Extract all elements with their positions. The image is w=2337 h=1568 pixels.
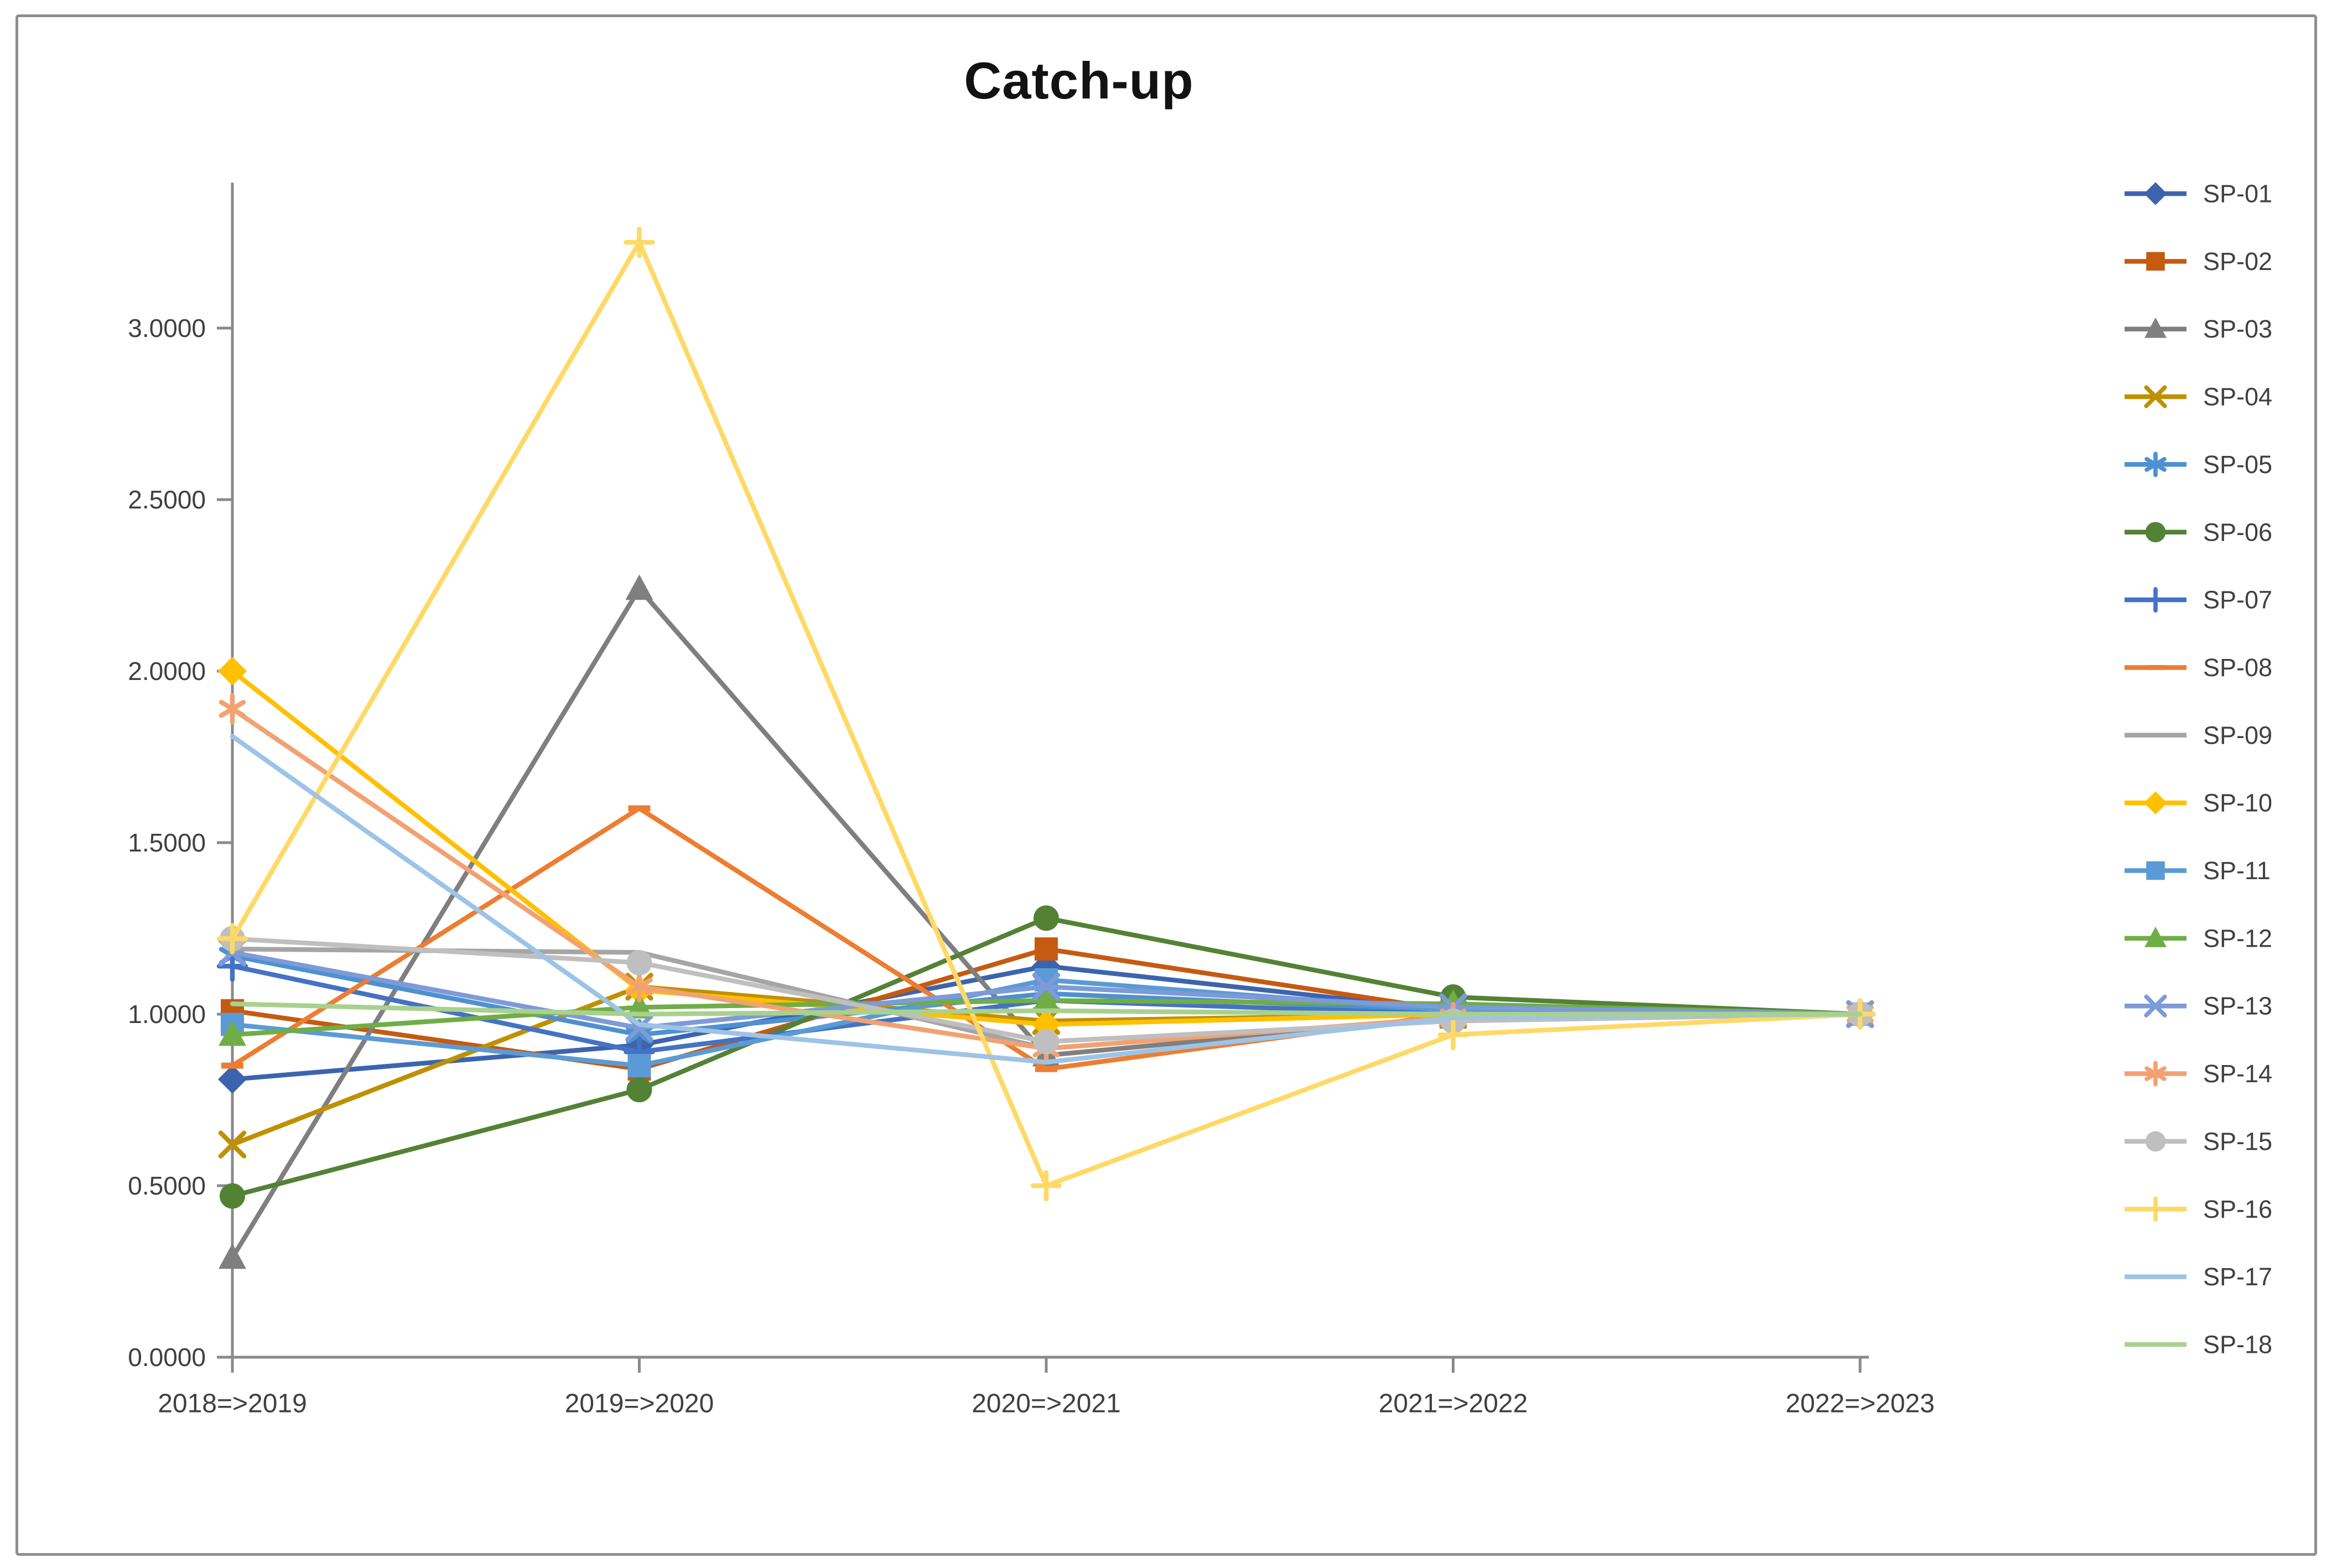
legend-label-sp-09: SP-09 — [2203, 721, 2272, 749]
legend-label-sp-02: SP-02 — [2203, 247, 2272, 276]
x-tick-label: 2018=>2019 — [158, 1389, 307, 1419]
legend-item-sp-03[interactable]: SP-03 — [2125, 315, 2272, 343]
legend-item-sp-14[interactable]: SP-14 — [2125, 1060, 2272, 1088]
x-tick-label: 2020=>2021 — [972, 1389, 1121, 1419]
legend-item-sp-17[interactable]: SP-17 — [2125, 1263, 2272, 1291]
legend-item-sp-08[interactable]: SP-08 — [2125, 653, 2272, 682]
legend-label-sp-07: SP-07 — [2203, 586, 2272, 614]
legend-item-sp-06[interactable]: SP-06 — [2125, 518, 2272, 546]
legend-label-sp-18: SP-18 — [2203, 1330, 2272, 1358]
legend-label-sp-10: SP-10 — [2203, 789, 2272, 817]
y-tick-label: 1.0000 — [128, 1000, 206, 1029]
series-line-sp-18[interactable] — [230, 1001, 1863, 1017]
legend-item-sp-12[interactable]: SP-12 — [2125, 924, 2272, 952]
axes — [217, 183, 1869, 1373]
legend-item-sp-09[interactable]: SP-09 — [2125, 721, 2272, 749]
chart-title: Catch-up — [964, 51, 1194, 110]
x-tick-label: 2019=>2020 — [565, 1389, 714, 1419]
legend-label-sp-16: SP-16 — [2203, 1195, 2272, 1223]
legend-item-sp-11[interactable]: SP-11 — [2125, 856, 2271, 885]
y-tick-label: 2.5000 — [128, 485, 206, 514]
y-tick-label: 0.0000 — [128, 1343, 206, 1372]
y-tick-label: 1.5000 — [128, 828, 206, 857]
y-tick-label: 3.0000 — [128, 314, 206, 342]
y-tick-label: 2.0000 — [128, 657, 206, 686]
legend-item-sp-15[interactable]: SP-15 — [2125, 1127, 2272, 1155]
legend-item-sp-05[interactable]: SP-05 — [2125, 450, 2272, 479]
y-tick-label: 0.5000 — [128, 1171, 206, 1200]
x-tick-label: 2021=>2022 — [1379, 1389, 1528, 1419]
legend-item-sp-13[interactable]: SP-13 — [2125, 992, 2272, 1020]
legend-label-sp-03: SP-03 — [2203, 315, 2272, 343]
legend-item-sp-02[interactable]: SP-02 — [2125, 247, 2272, 276]
legend-label-sp-12: SP-12 — [2203, 924, 2272, 952]
legend-label-sp-14: SP-14 — [2203, 1060, 2272, 1088]
legend-label-sp-15: SP-15 — [2203, 1127, 2272, 1155]
legend-item-sp-16[interactable]: SP-16 — [2125, 1195, 2272, 1223]
series-sp-18[interactable] — [230, 1001, 1863, 1017]
legend-label-sp-04: SP-04 — [2203, 383, 2272, 411]
legend: SP-01 SP-02 SP-03 SP-04 SP-05 SP-06 SP-07 SP-08… — [2125, 180, 2272, 1358]
legend-item-sp-18[interactable]: SP-18 — [2125, 1330, 2272, 1358]
axis-labels: 0.0000 0.5000 1.0000 1.5000 2.0000 2.5000 3.00… — [128, 314, 1935, 1419]
legend-item-sp-01[interactable]: SP-01 — [2125, 180, 2272, 208]
legend-item-sp-07[interactable]: SP-07 — [2125, 586, 2272, 614]
legend-label-sp-13: SP-13 — [2203, 992, 2272, 1020]
legend-item-sp-10[interactable]: SP-10 — [2125, 789, 2272, 817]
legend-label-sp-17: SP-17 — [2203, 1263, 2272, 1291]
legend-label-sp-05: SP-05 — [2203, 450, 2272, 479]
legend-label-sp-01: SP-01 — [2203, 180, 2272, 208]
legend-label-sp-08: SP-08 — [2203, 653, 2272, 682]
legend-label-sp-11: SP-11 — [2203, 856, 2271, 885]
legend-label-sp-06: SP-06 — [2203, 518, 2272, 546]
legend-item-sp-04[interactable]: SP-04 — [2125, 383, 2272, 411]
x-tick-label: 2022=>2023 — [1785, 1389, 1935, 1419]
